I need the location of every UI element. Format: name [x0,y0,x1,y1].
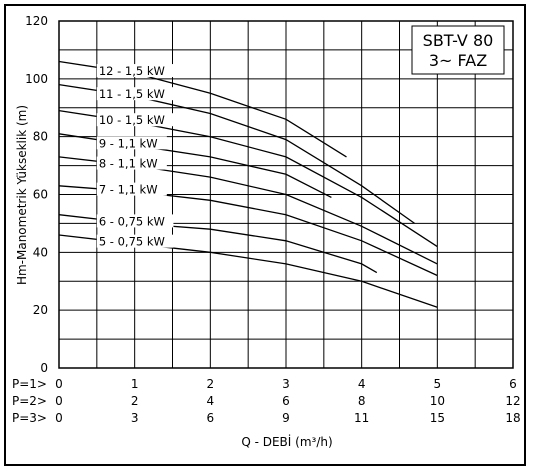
series-label-bg [96,113,174,127]
flow-scale-tick: 12 [505,394,520,408]
chart-title-line-2: 3~ FAZ [429,51,487,70]
flow-scale-tick: 4 [207,394,215,408]
flow-scale-tick: 18 [505,411,520,425]
series-label-bg [96,182,167,196]
chart-title-line-1: SBT-V 80 [423,31,494,50]
series-label: 11 - 1,5 kW [99,87,165,101]
flow-scale-prefix: P=2> [12,394,47,408]
flow-scale-prefix: P=1> [12,377,47,391]
series-label: 7 - 1,1 kW [99,183,158,197]
y-axis-label: Hm-Manometrik Yükseklik (m) [15,105,29,285]
flow-scale-tick: 9 [282,411,290,425]
y-tick-labels: 0 20 40 60 80 100 120 [25,14,48,375]
series-label-bg [96,156,167,170]
flow-scales: P=1> 0 1 2 3 4 5 6P=2> 0 2 4 6 8 10 12P=3> 0 3 6 9 11 15 18 [12,377,521,425]
flow-scale-tick: 1 [131,377,139,391]
flow-scale-tick: 0 [55,394,63,408]
series-label-bg [96,87,174,101]
y-tick-label: 80 [33,130,48,144]
series-label: 8 - 1,1 kW [99,157,158,171]
flow-scale-tick: 2 [131,394,139,408]
series-label: 5 - 0,75 kW [99,235,165,249]
chart-frame [4,4,526,466]
flow-scale-tick: 6 [282,394,290,408]
flow-scale-tick: 15 [430,411,445,425]
series-label-bg [96,234,174,248]
y-tick-label: 60 [33,188,48,202]
flow-scale-tick: 0 [55,377,63,391]
y-tick-label: 20 [33,303,48,317]
series-label-bg [96,214,174,228]
flow-scale-tick: 10 [430,394,445,408]
flow-scale-tick: 2 [207,377,215,391]
flow-scale-tick: 11 [354,411,369,425]
x-axis-label: Q - DEBİ (m³/h) [241,434,332,449]
flow-scale-tick: 4 [358,377,366,391]
y-tick-label: 40 [33,245,48,259]
y-tick-label: 0 [40,361,48,375]
flow-scale-tick: 3 [131,411,139,425]
series-label: 12 - 1,5 kW [99,64,165,78]
flow-scale-tick: 3 [282,377,290,391]
flow-scale-tick: 8 [358,394,366,408]
flow-scale-tick: 5 [434,377,442,391]
series-label: 6 - 0,75 kW [99,214,165,228]
plot-border [58,20,514,369]
title-box [411,25,505,75]
flow-scale-prefix: P=3> [12,411,47,425]
series-label-bg [96,136,167,150]
series-label: 10 - 1,5 kW [99,113,165,127]
flow-scale-tick: 0 [55,411,63,425]
curve-labels: 12 - 1,5 kW 11 - 1,5 kW 10 - 1,5 kW 9 - 1,1… [96,64,174,249]
y-tick-label: 100 [25,72,48,86]
flow-scale-tick: 6 [509,377,517,391]
flow-scale-tick: 6 [207,411,215,425]
series-label-bg [96,64,174,78]
series-label: 9 - 1,1 kW [99,136,158,150]
y-tick-label: 120 [25,14,48,28]
